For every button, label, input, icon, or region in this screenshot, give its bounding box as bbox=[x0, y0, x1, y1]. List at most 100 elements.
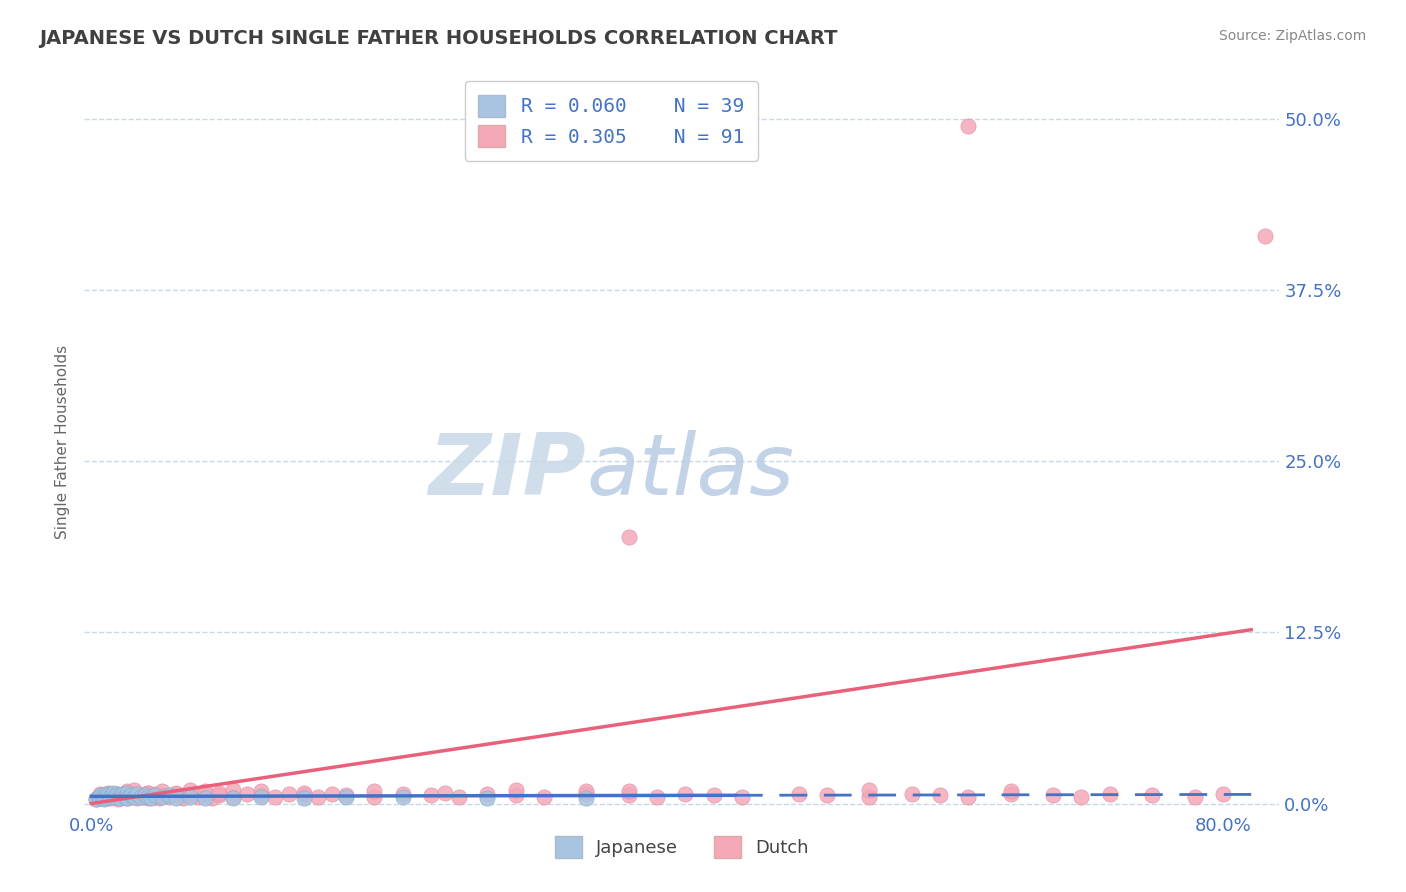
Point bbox=[434, 786, 457, 800]
Point bbox=[1098, 787, 1121, 801]
Text: JAPANESE VS DUTCH SINGLE FATHER HOUSEHOLDS CORRELATION CHART: JAPANESE VS DUTCH SINGLE FATHER HOUSEHOL… bbox=[39, 29, 838, 47]
Point bbox=[165, 787, 187, 801]
Point bbox=[172, 791, 194, 805]
Point bbox=[449, 789, 471, 804]
Point bbox=[236, 787, 259, 801]
Point bbox=[477, 791, 499, 805]
Point bbox=[90, 789, 112, 803]
Point bbox=[731, 789, 754, 804]
Point bbox=[87, 789, 110, 804]
Point bbox=[91, 791, 114, 805]
Point bbox=[292, 789, 315, 803]
Point bbox=[84, 792, 107, 806]
Point bbox=[194, 784, 217, 798]
Text: ZIP: ZIP bbox=[429, 430, 586, 513]
Point bbox=[115, 784, 138, 798]
Point bbox=[98, 791, 121, 805]
Point bbox=[1070, 789, 1092, 804]
Point bbox=[1140, 789, 1163, 803]
Point bbox=[787, 787, 810, 801]
Point bbox=[108, 789, 131, 803]
Point bbox=[250, 784, 273, 798]
Point bbox=[148, 791, 170, 805]
Point bbox=[363, 789, 385, 804]
Point bbox=[101, 786, 124, 800]
Point bbox=[264, 789, 287, 804]
Point bbox=[292, 786, 315, 800]
Point bbox=[122, 789, 145, 804]
Point bbox=[157, 789, 180, 803]
Point bbox=[1184, 789, 1206, 804]
Point bbox=[617, 789, 640, 803]
Point bbox=[957, 789, 980, 804]
Point bbox=[617, 530, 640, 544]
Point bbox=[91, 789, 114, 804]
Point bbox=[93, 789, 115, 803]
Point bbox=[107, 792, 129, 806]
Point bbox=[94, 789, 117, 804]
Point bbox=[929, 789, 952, 803]
Point bbox=[505, 782, 527, 797]
Point bbox=[250, 789, 273, 804]
Point bbox=[186, 789, 208, 804]
Point bbox=[136, 786, 159, 800]
Point bbox=[125, 791, 148, 805]
Point bbox=[114, 787, 136, 801]
Point bbox=[1042, 789, 1064, 803]
Point bbox=[477, 787, 499, 801]
Point bbox=[108, 789, 131, 803]
Point bbox=[1212, 787, 1234, 801]
Point bbox=[120, 789, 142, 803]
Point bbox=[139, 791, 162, 805]
Point bbox=[321, 787, 343, 801]
Point bbox=[103, 789, 125, 804]
Point bbox=[97, 789, 120, 803]
Point bbox=[292, 791, 315, 805]
Point bbox=[1254, 228, 1277, 243]
Point bbox=[131, 789, 153, 804]
Point bbox=[222, 782, 245, 797]
Point bbox=[815, 789, 838, 803]
Point bbox=[1000, 784, 1022, 798]
Point bbox=[111, 787, 134, 801]
Point bbox=[858, 782, 880, 797]
Point bbox=[201, 791, 224, 805]
Point bbox=[150, 784, 173, 798]
Point bbox=[105, 787, 128, 801]
Point bbox=[136, 786, 159, 800]
Point bbox=[157, 789, 180, 804]
Point bbox=[98, 789, 121, 804]
Point bbox=[93, 792, 115, 806]
Point bbox=[194, 787, 217, 801]
Point bbox=[575, 791, 598, 805]
Point bbox=[115, 791, 138, 805]
Point bbox=[101, 789, 124, 803]
Point bbox=[194, 791, 217, 805]
Point bbox=[94, 787, 117, 801]
Point bbox=[94, 791, 117, 805]
Point bbox=[136, 789, 159, 804]
Point bbox=[307, 789, 329, 804]
Point bbox=[391, 789, 413, 804]
Point bbox=[142, 789, 165, 804]
Text: Source: ZipAtlas.com: Source: ZipAtlas.com bbox=[1219, 29, 1367, 43]
Point bbox=[105, 787, 128, 801]
Point bbox=[134, 787, 156, 801]
Point bbox=[957, 119, 980, 133]
Point bbox=[179, 789, 201, 803]
Point bbox=[111, 789, 134, 804]
Point bbox=[143, 789, 166, 803]
Point bbox=[645, 789, 668, 804]
Point bbox=[143, 787, 166, 801]
Point bbox=[125, 787, 148, 801]
Point bbox=[222, 789, 245, 804]
Point bbox=[179, 782, 201, 797]
Point bbox=[115, 791, 138, 805]
Point bbox=[134, 789, 156, 803]
Point bbox=[114, 789, 136, 804]
Point bbox=[150, 789, 173, 803]
Point bbox=[108, 791, 131, 805]
Point bbox=[179, 789, 201, 804]
Point bbox=[858, 789, 880, 804]
Point bbox=[150, 789, 173, 804]
